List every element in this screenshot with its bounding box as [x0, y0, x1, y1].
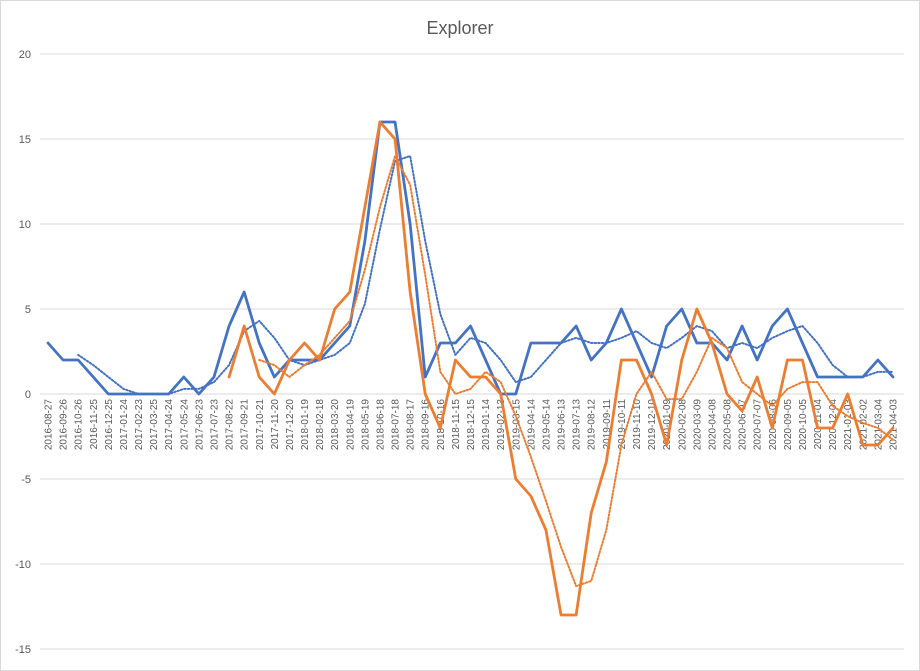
x-tick-label: 2016-09-26	[59, 399, 70, 451]
x-tick-label: 2017-08-22	[225, 399, 236, 451]
x-tick-label: 2017-02-23	[134, 399, 145, 451]
x-tick-label: 2020-05-08	[723, 399, 734, 451]
gridlines	[40, 53, 904, 650]
x-tick-label: 2020-11-04	[813, 399, 824, 450]
y-tick-label: -5	[21, 474, 31, 486]
x-tick-label: 2016-10-26	[74, 399, 85, 451]
x-tick-label: 2017-06-23	[194, 399, 205, 451]
x-tick-label: 2017-03-25	[149, 399, 160, 451]
x-tick-label: 2020-04-08	[707, 399, 718, 451]
x-tick-label: 2019-09-11	[602, 399, 613, 450]
x-tick-label: 2021-02-02	[858, 399, 869, 451]
x-tick-label: 2018-12-15	[466, 399, 477, 451]
x-tick-label: 2020-09-05	[783, 399, 794, 451]
x-tick-label: 2019-03-15	[511, 399, 522, 451]
series-line-3-dotted	[258, 155, 894, 588]
x-tick-label: 2020-10-05	[798, 399, 809, 451]
x-tick-label: 2017-07-23	[209, 399, 220, 451]
x-tick-label: 2019-04-14	[526, 399, 537, 451]
x-tick-label: 2018-06-18	[375, 399, 386, 451]
x-tick-label: 2017-05-24	[179, 399, 190, 451]
y-tick-label: 20	[19, 49, 31, 61]
y-tick-label: 15	[19, 134, 31, 146]
x-tick-label: 2019-06-13	[557, 399, 568, 451]
x-tick-label: 2018-04-19	[345, 399, 356, 451]
x-tick-label: 2016-11-25	[89, 399, 100, 450]
x-tick-label: 2019-05-14	[541, 399, 552, 451]
x-tick-label: 2017-09-21	[240, 399, 251, 451]
x-tick-label: 2020-02-08	[677, 399, 688, 451]
x-tick-label: 2018-03-20	[330, 399, 341, 451]
x-tick-label: 2020-03-09	[692, 399, 703, 451]
x-tick-label: 2017-11-20	[270, 399, 281, 450]
x-tick-label: 2019-11-10	[632, 399, 643, 450]
x-tick-label: 2020-07-07	[753, 399, 764, 451]
x-tick-label: 2020-01-09	[662, 399, 673, 451]
series-lines	[46, 120, 895, 617]
x-tick-label: 2018-08-17	[406, 399, 417, 451]
x-tick-label: 2018-02-18	[315, 399, 326, 451]
chart-title: Explorer	[426, 18, 494, 38]
x-tick-label: 2019-02-13	[496, 399, 507, 451]
x-tick-label: 2021-04-03	[889, 399, 900, 451]
x-tick-label: 2020-06-07	[738, 399, 749, 451]
x-tick-label: 2016-12-25	[104, 399, 115, 451]
x-tick-label: 2018-09-16	[421, 399, 432, 451]
y-axis-ticks: 20 15 10 5 0 -5 -10 -15	[15, 49, 31, 656]
x-tick-label: 2018-01-19	[300, 399, 311, 451]
x-tick-label: 2017-04-24	[164, 399, 175, 451]
x-tick-label: 2017-12-20	[285, 399, 296, 451]
series-line-1-dotted	[77, 155, 894, 395]
x-tick-label: 2019-12-10	[647, 399, 658, 451]
x-tick-label: 2016-08-27	[44, 399, 55, 451]
y-tick-label: -10	[15, 559, 31, 571]
x-tick-label: 2019-10-11	[617, 399, 628, 450]
x-tick-label: 2018-07-18	[391, 399, 402, 451]
x-tick-label: 2021-03-04	[873, 399, 884, 451]
x-tick-label: 2019-08-12	[587, 399, 598, 451]
x-tick-label: 2017-01-24	[119, 399, 130, 451]
y-tick-label: 10	[19, 219, 31, 231]
x-tick-label: 2021-01-03	[843, 399, 854, 451]
x-tick-label: 2018-05-19	[360, 399, 371, 451]
series-line-2-solid	[227, 120, 895, 617]
x-tick-label: 2018-11-15	[451, 399, 462, 450]
x-tick-label: 2019-07-13	[572, 399, 583, 451]
y-tick-label: -15	[15, 644, 31, 656]
x-tick-label: 2019-01-14	[481, 399, 492, 451]
x-tick-label: 2017-10-21	[255, 399, 266, 451]
series-line-0-solid	[46, 120, 895, 396]
y-tick-label: 5	[25, 304, 31, 316]
y-tick-label: 0	[25, 389, 31, 401]
